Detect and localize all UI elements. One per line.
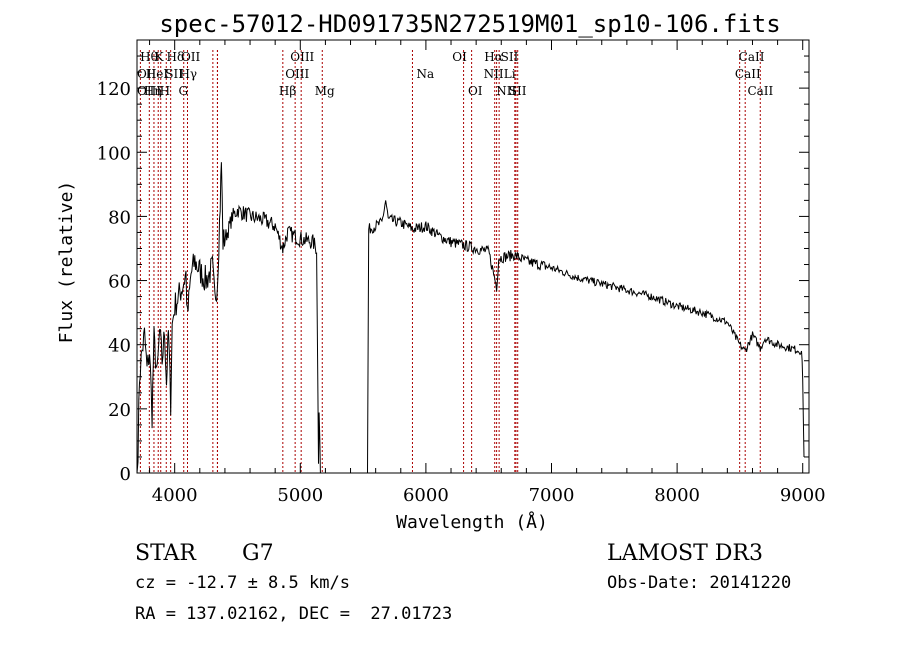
line-label: OI — [452, 50, 467, 64]
y-tick-label: 20 — [108, 400, 131, 421]
spectral-line-markers — [139, 50, 761, 473]
x-tick-label: 8000 — [654, 485, 700, 506]
line-label: OII — [137, 67, 157, 81]
y-tick-label: 60 — [108, 272, 131, 293]
line-label: OII — [181, 50, 201, 64]
plot-frame — [136, 39, 810, 474]
line-label: Hγ — [179, 67, 197, 81]
chart-title: spec-57012-HD091735N272519M01_sp10-106.f… — [159, 10, 780, 38]
line-label: Hβ — [279, 84, 296, 98]
line-label: K — [155, 50, 165, 64]
line-label: H — [160, 84, 170, 98]
x-tick-label: 6000 — [403, 485, 449, 506]
x-tick-label: 7000 — [529, 485, 575, 506]
line-label: OIII — [137, 84, 161, 98]
y-tick-label: 40 — [108, 336, 131, 357]
line-label: Hη — [144, 84, 162, 98]
line-label: Hθ — [140, 50, 158, 64]
y-tick-label: 100 — [97, 143, 131, 164]
y-tick-label: 120 — [97, 79, 131, 100]
cz-value: cz = -12.7 ± 8.5 km/s — [135, 573, 350, 593]
y-axis-label: Flux (relative) — [56, 181, 77, 344]
y-tick-label: 0 — [120, 464, 131, 485]
object-subclass: G7 — [242, 541, 274, 566]
x-tick-label: 5000 — [277, 485, 323, 506]
line-label: OIII — [290, 50, 314, 64]
x-axis-label: Wavelength (Å) — [396, 511, 548, 533]
line-label: CaII — [739, 50, 765, 64]
line-label: CaII — [735, 67, 761, 81]
line-label: Mg — [315, 84, 335, 98]
line-label: OI — [468, 84, 483, 98]
y-tick-label: 80 — [108, 207, 131, 228]
line-label: Hδ — [167, 50, 185, 64]
x-tick-label: 9000 — [780, 485, 826, 506]
x-tick-label: 4000 — [152, 485, 198, 506]
line-label: Hα — [484, 50, 503, 64]
line-label: SII — [501, 50, 519, 64]
line-label: HeI — [146, 67, 169, 81]
line-label: SII — [509, 84, 527, 98]
line-label: Na — [416, 67, 434, 81]
line-label: G — [178, 84, 188, 98]
y-axis-ticks: 0 20 40 60 80 100 120 — [97, 55, 809, 485]
object-class: STAR — [135, 541, 197, 566]
line-label: NII — [484, 67, 504, 81]
line-label: NII — [496, 84, 516, 98]
line-label: Li — [504, 67, 516, 81]
line-label: OIII — [285, 67, 309, 81]
obs-date: Obs-Date: 20141220 — [607, 573, 791, 593]
line-label: SII — [165, 67, 183, 81]
line-label: CaII — [747, 84, 773, 98]
survey-name: LAMOST DR3 — [607, 541, 763, 566]
coordinates: RA = 137.02162, DEC = 27.01723 — [135, 604, 452, 624]
spectrum-line — [136, 162, 805, 474]
x-axis-ticks: 4000 5000 6000 7000 8000 9000 — [149, 40, 826, 506]
